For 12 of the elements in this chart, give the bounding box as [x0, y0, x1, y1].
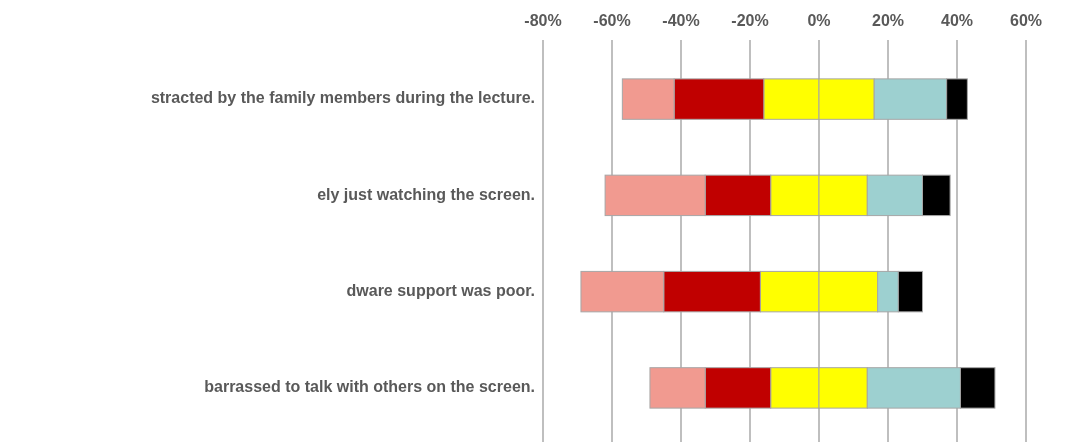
y-tick-label: barrassed to talk with others on the screen. [204, 378, 535, 396]
x-tick-label: 0% [807, 12, 831, 29]
y-tick-label: stracted by the family members during the lecture. [150, 89, 535, 107]
y-tick-label: dware support was poor. [346, 281, 535, 299]
x-tick-label: -60% [593, 12, 631, 29]
x-tick-label: -40% [662, 12, 700, 29]
x-tick-label: -80% [524, 12, 562, 29]
x-tick-label: 60% [1009, 12, 1043, 29]
x-tick-label: -20% [731, 12, 769, 29]
x-tick-label: 20% [871, 12, 905, 29]
x-tick-label: 40% [940, 12, 974, 29]
y-tick-label: ely just watching the screen. [317, 185, 535, 203]
